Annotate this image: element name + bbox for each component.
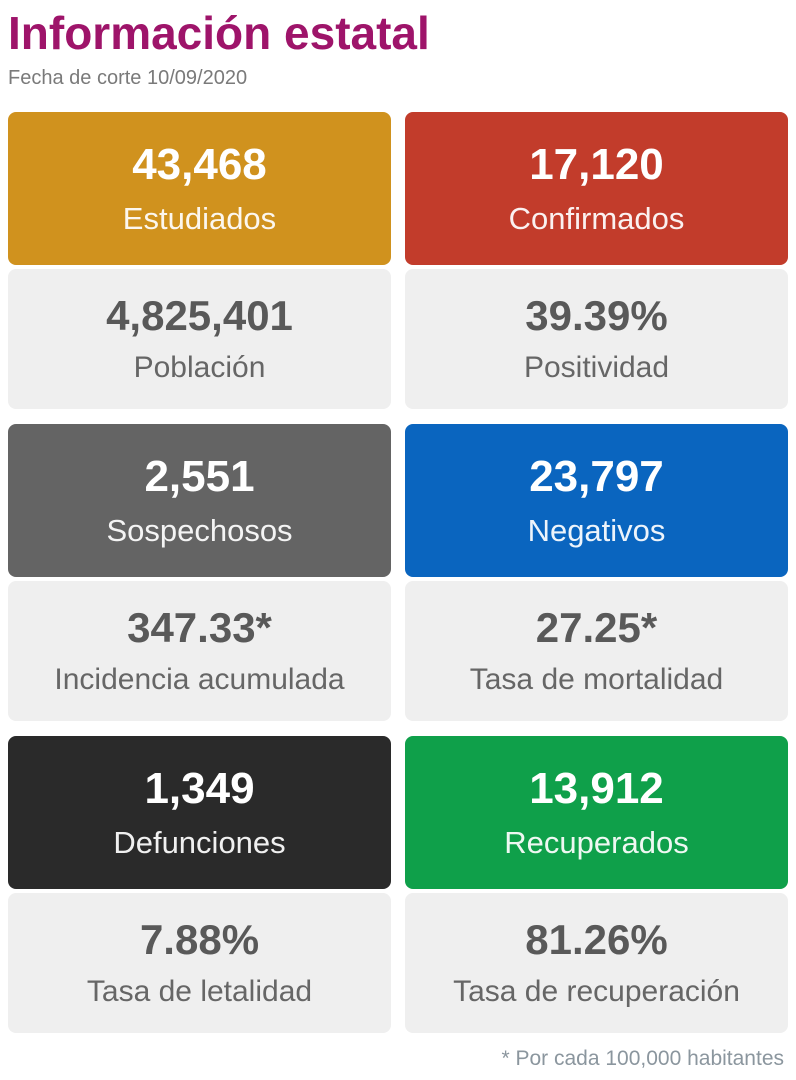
stat-panel-recuperacion: 81.26% Tasa de recuperación xyxy=(405,892,788,1033)
negativos-label: Negativos xyxy=(527,512,666,548)
stat-panel-letalidad: 7.88% Tasa de letalidad xyxy=(8,892,391,1033)
defunciones-value: 1,349 xyxy=(144,763,255,813)
mortalidad-value: 27.25* xyxy=(535,603,658,651)
stat-card-confirmados: 17,120 Confirmados xyxy=(405,111,788,265)
positividad-label: Positividad xyxy=(523,350,670,384)
stat-card-defunciones: 1,349 Defunciones xyxy=(8,735,391,889)
recuperados-label: Recuperados xyxy=(504,824,689,860)
sospechosos-label: Sospechosos xyxy=(106,512,293,548)
stat-card-negativos: 23,797 Negativos xyxy=(405,423,788,577)
per-capita-footnote: * Por cada 100,000 habitantes xyxy=(501,1046,784,1070)
incidencia-value: 347.33* xyxy=(127,603,272,651)
stat-block-confirmados: 17,120 Confirmados 39.39% Positividad xyxy=(405,111,788,409)
stat-panel-mortalidad: 27.25* Tasa de mortalidad xyxy=(405,580,788,721)
incidencia-label: Incidencia acumulada xyxy=(54,662,345,696)
confirmados-label: Confirmados xyxy=(508,200,685,236)
estudiados-label: Estudiados xyxy=(122,200,277,236)
page-title: Información estatal xyxy=(8,7,430,59)
stats-grid: 43,468 Estudiados 4,825,401 Población 17… xyxy=(8,111,788,1033)
stat-card-sospechosos: 2,551 Sospechosos xyxy=(8,423,391,577)
mortalidad-label: Tasa de mortalidad xyxy=(469,662,724,696)
stat-block-sospechosos: 2,551 Sospechosos 347.33* Incidencia acu… xyxy=(8,423,391,721)
defunciones-label: Defunciones xyxy=(113,824,286,860)
recuperados-value: 13,912 xyxy=(529,763,664,813)
negativos-value: 23,797 xyxy=(529,451,664,501)
recuperacion-value: 81.26% xyxy=(525,915,668,963)
stat-block-defunciones: 1,349 Defunciones 7.88% Tasa de letalida… xyxy=(8,735,391,1033)
confirmados-value: 17,120 xyxy=(529,139,664,189)
positividad-value: 39.39% xyxy=(525,291,668,339)
stat-block-estudiados: 43,468 Estudiados 4,825,401 Población xyxy=(8,111,391,409)
stat-card-estudiados: 43,468 Estudiados xyxy=(8,111,391,265)
stat-block-negativos: 23,797 Negativos 27.25* Tasa de mortalid… xyxy=(405,423,788,721)
stat-panel-positividad: 39.39% Positividad xyxy=(405,268,788,409)
stat-panel-incidencia: 347.33* Incidencia acumulada xyxy=(8,580,391,721)
estudiados-value: 43,468 xyxy=(132,139,267,189)
poblacion-value: 4,825,401 xyxy=(106,291,293,339)
letalidad-value: 7.88% xyxy=(139,915,260,963)
cutoff-date: Fecha de corte 10/09/2020 xyxy=(8,66,248,89)
stat-block-recuperados: 13,912 Recuperados 81.26% Tasa de recupe… xyxy=(405,735,788,1033)
stat-panel-poblacion: 4,825,401 Población xyxy=(8,268,391,409)
recuperacion-label: Tasa de recuperación xyxy=(453,974,740,1008)
sospechosos-value: 2,551 xyxy=(144,451,255,501)
poblacion-label: Población xyxy=(133,350,266,384)
letalidad-label: Tasa de letalidad xyxy=(86,974,313,1008)
stat-card-recuperados: 13,912 Recuperados xyxy=(405,735,788,889)
